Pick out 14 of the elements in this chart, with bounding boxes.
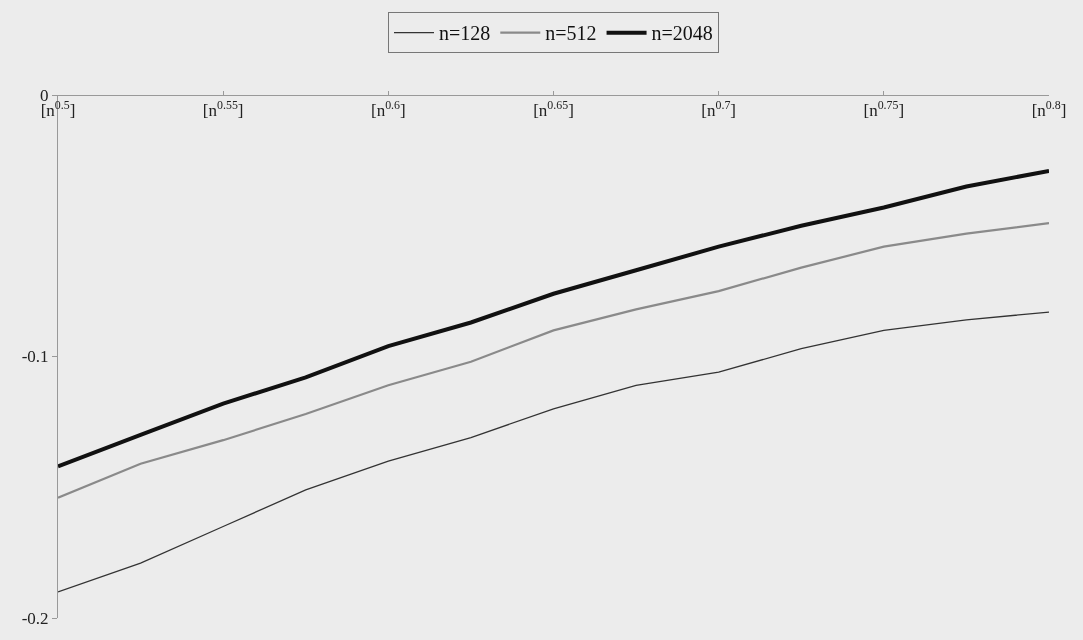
x-tick-label: [n$^{0.65}$] <box>533 98 574 121</box>
line-series <box>58 168 1049 469</box>
x-tick-label: [n$^{0.6}$] <box>370 98 406 121</box>
legend-label: n=2048 <box>651 22 713 45</box>
legend-label: n=128 <box>439 22 491 45</box>
x-tick-label: [n$^{0.75}$] <box>863 98 905 121</box>
x-tick-label: [n$^{0.7}$] <box>701 98 737 121</box>
y-tick-label: -0.2 <box>21 608 49 628</box>
legend-label: n=512 <box>545 22 597 45</box>
x-tick-label: [n$^{0.8}$] <box>1031 98 1067 121</box>
line-series <box>58 222 1049 499</box>
y-tick-label: -0.1 <box>21 347 49 367</box>
x-tick-label: [n$^{0.55}$] <box>202 98 244 121</box>
line-series <box>58 311 1049 593</box>
